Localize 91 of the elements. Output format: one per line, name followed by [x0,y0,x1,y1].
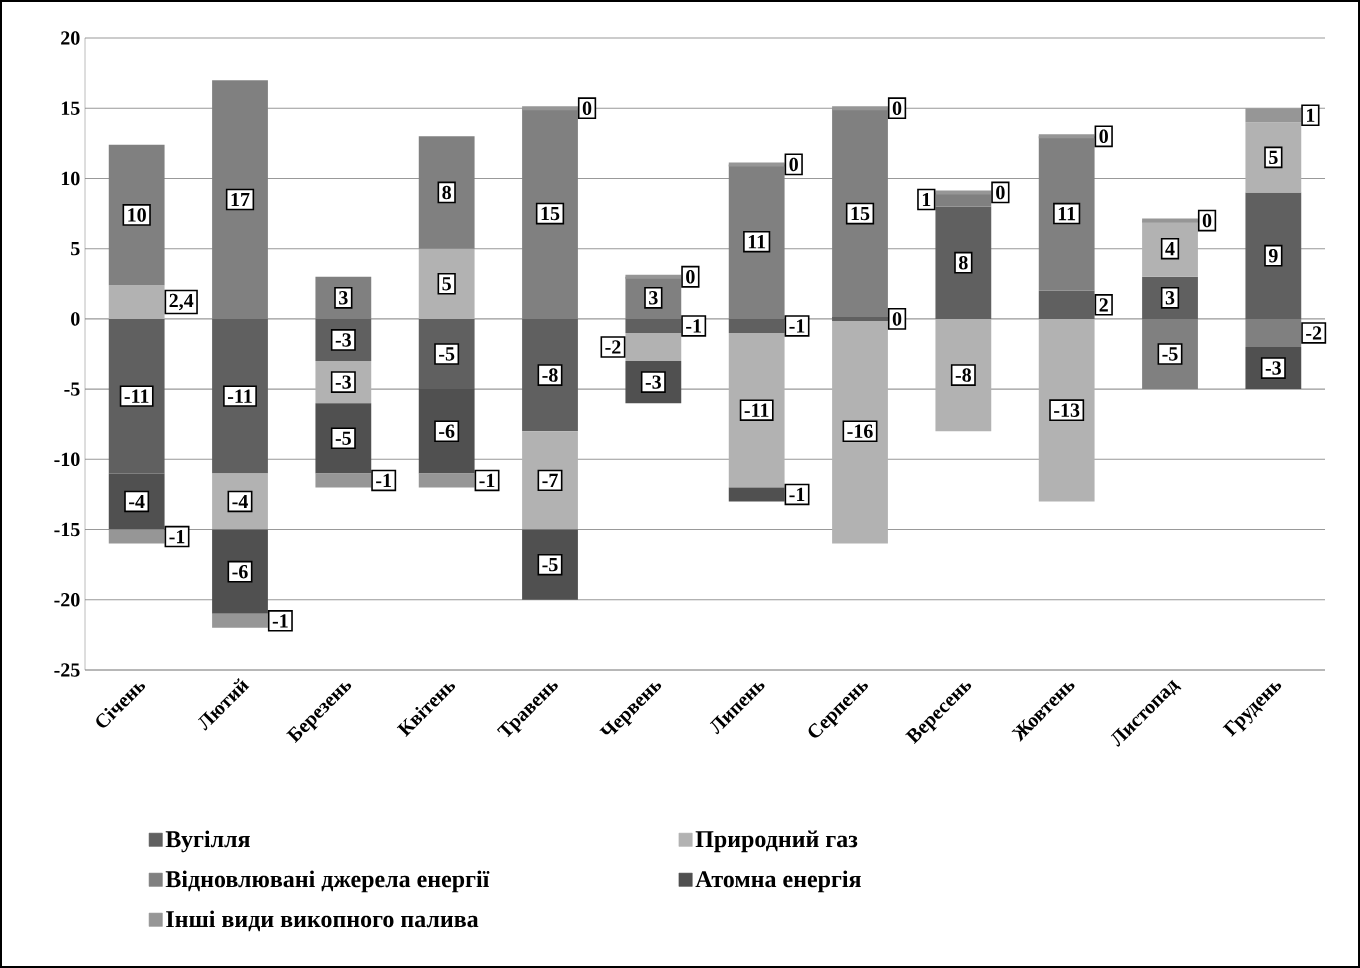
data-label: -3 [335,375,351,389]
legend-label: Відновлювані джерела енергії [165,870,490,893]
data-label: 5 [442,277,451,291]
bar [1038,318,1095,502]
legend-label: Природний газ [695,830,858,853]
data-label: 0 [1099,129,1108,144]
legend-label: Вугілля [165,830,250,853]
bar [418,389,475,474]
data-label: -11 [124,389,149,403]
data-label: -6 [439,424,455,438]
bar [728,332,785,488]
data-label: -5 [335,431,351,445]
data-label: -16 [847,424,873,438]
data-label: -5 [439,347,455,361]
legend-label: Інші види викопного палива [166,910,479,932]
data-label: -8 [955,368,971,382]
data-label: -3 [335,333,351,347]
bar [522,108,578,319]
bar [418,136,475,249]
data-label: -2 [1306,326,1322,340]
data-label: -1 [479,473,495,487]
bar [522,318,578,432]
data-label: -3 [1265,361,1281,375]
data-label: 0 [892,101,902,115]
data-label: 0 [1202,213,1212,228]
y-tick-label: -25 [54,663,80,677]
y-tick-label: 0 [71,312,80,326]
bar [1245,122,1302,193]
bar [108,144,165,286]
bar [728,164,785,319]
data-label: -2 [605,340,621,354]
data-label: 11 [1058,206,1076,221]
data-label: 0 [996,185,1005,200]
data-label: 2 [1099,298,1108,312]
data-label: 15 [851,206,870,221]
data-label: -4 [129,494,145,509]
bar [832,318,888,544]
data-label: -11 [227,389,252,403]
data-label: -6 [232,564,248,579]
bar [212,80,268,319]
data-label: -4 [232,494,248,509]
data-label: 15 [541,206,560,221]
bar [1038,136,1095,291]
data-label: 9 [1268,248,1278,263]
data-label: -1 [272,614,288,628]
data-label: -13 [1054,403,1080,417]
bar [935,206,992,319]
data-label: 0 [686,270,695,284]
data-label: 8 [442,185,451,200]
legend-label: Атомна енергія [695,870,861,893]
bar [832,108,888,319]
y-tick-label: 20 [61,31,80,45]
bar [418,248,475,319]
data-label: -1 [686,319,702,333]
y-tick-label: 10 [61,171,80,186]
data-label: 3 [1165,291,1175,305]
data-label: -5 [1162,347,1178,361]
data-label: -1 [789,487,805,502]
y-tick-label: 5 [71,242,80,256]
data-label: -7 [542,473,558,487]
data-label: 17 [231,192,250,207]
data-label: -1 [169,529,185,544]
data-label: 0 [892,312,902,326]
data-label: 5 [1269,150,1278,165]
y-tick-label: -15 [54,522,80,537]
data-label: -1 [376,473,391,487]
data-label: 8 [959,255,968,270]
bar [108,318,165,474]
data-label: -3 [645,375,661,389]
y-tick-label: 15 [61,101,80,115]
data-label: 1 [922,192,931,207]
data-label: -1 [789,319,805,333]
data-label: 0 [789,157,798,172]
bar [212,318,268,474]
bar [935,318,992,432]
data-label: -8 [542,368,558,382]
data-label: 3 [649,291,658,305]
data-label: 3 [339,291,348,305]
y-tick-label: -20 [54,593,80,607]
bar [522,431,578,530]
data-label: 11 [748,235,766,249]
data-label: 0 [582,101,592,115]
data-label: -5 [542,558,558,572]
data-label: 4 [1165,242,1175,256]
data-label: -11 [744,403,769,417]
data-label: 10 [128,208,146,222]
bar [1245,192,1302,319]
data-label: 1 [1306,108,1315,122]
y-tick-label: -5 [64,382,80,396]
data-label: 2,4 [169,293,194,311]
y-tick-label: -10 [54,452,80,467]
